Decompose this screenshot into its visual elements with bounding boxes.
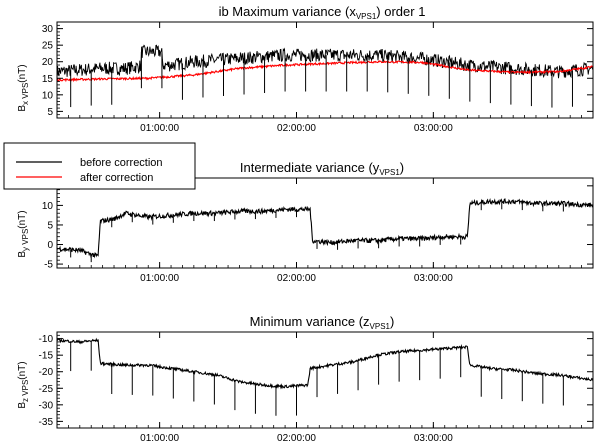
panel-max-variance: ib Maximum variance (xVPS1) order 1 Bx V…: [17, 4, 594, 134]
series-line-by: [57, 198, 593, 259]
legend-box: [3, 142, 196, 190]
y-tick-label: 25: [42, 41, 54, 52]
y-tick-label: 5: [47, 107, 53, 118]
x-tick-label: 01:00:00: [140, 273, 179, 284]
x-tick-label: 03:00:00: [414, 433, 453, 444]
y-tick-label: -5: [44, 260, 53, 271]
series-line-before-correction: [57, 44, 593, 79]
x-tick-label: 03:00:00: [414, 273, 453, 284]
x-tick-label: 02:00:00: [277, 273, 316, 284]
plot-frame: [56, 177, 594, 269]
y-axis-label: Bz VPS(nT): [17, 361, 30, 408]
series-line-after-correction: [57, 59, 593, 83]
y-tick-label: 15: [42, 74, 54, 85]
y-tick-label: -25: [39, 384, 54, 395]
legend: before correction after correction: [3, 142, 196, 190]
x-tick-label: 03:00:00: [414, 123, 453, 134]
y-tick-label: -10: [39, 334, 54, 345]
y-tick-label: -35: [39, 417, 54, 428]
x-tick-label: 01:00:00: [140, 123, 179, 134]
panel-min-variance: Minimum variance (zVPS1) Bz VPS(nT) -35 -…: [17, 314, 594, 444]
panel-title: ib Maximum variance (xVPS1) order 1: [219, 4, 426, 21]
legend-label-after: after correction: [80, 172, 153, 184]
x-tick-label: 02:00:00: [277, 433, 316, 444]
y-tick-label: 0: [47, 240, 53, 251]
plot-frame: [56, 331, 594, 429]
y-tick-label: -20: [39, 367, 54, 378]
panel-title: Intermediate variance (yVPS1): [240, 160, 404, 177]
plot-frame: [56, 21, 594, 119]
y-tick-label: 10: [42, 90, 54, 101]
x-tick-label: 02:00:00: [277, 123, 316, 134]
series-line-bz: [57, 337, 593, 390]
y-tick-label: 20: [42, 57, 54, 68]
y-tick-label: -30: [39, 400, 54, 411]
y-tick-label: -15: [39, 351, 54, 362]
panel-title: Minimum variance (zVPS1): [250, 314, 395, 331]
y-tick-label: 5: [47, 220, 53, 231]
y-axis-label: Bx VPS(nT): [17, 64, 30, 111]
legend-label-before: before correction: [80, 157, 163, 169]
y-axis-label: By VPS(nT): [17, 210, 30, 257]
x-tick-label: 01:00:00: [140, 433, 179, 444]
y-tick-label: 10: [42, 201, 54, 212]
y-tick-label: 30: [42, 24, 54, 35]
